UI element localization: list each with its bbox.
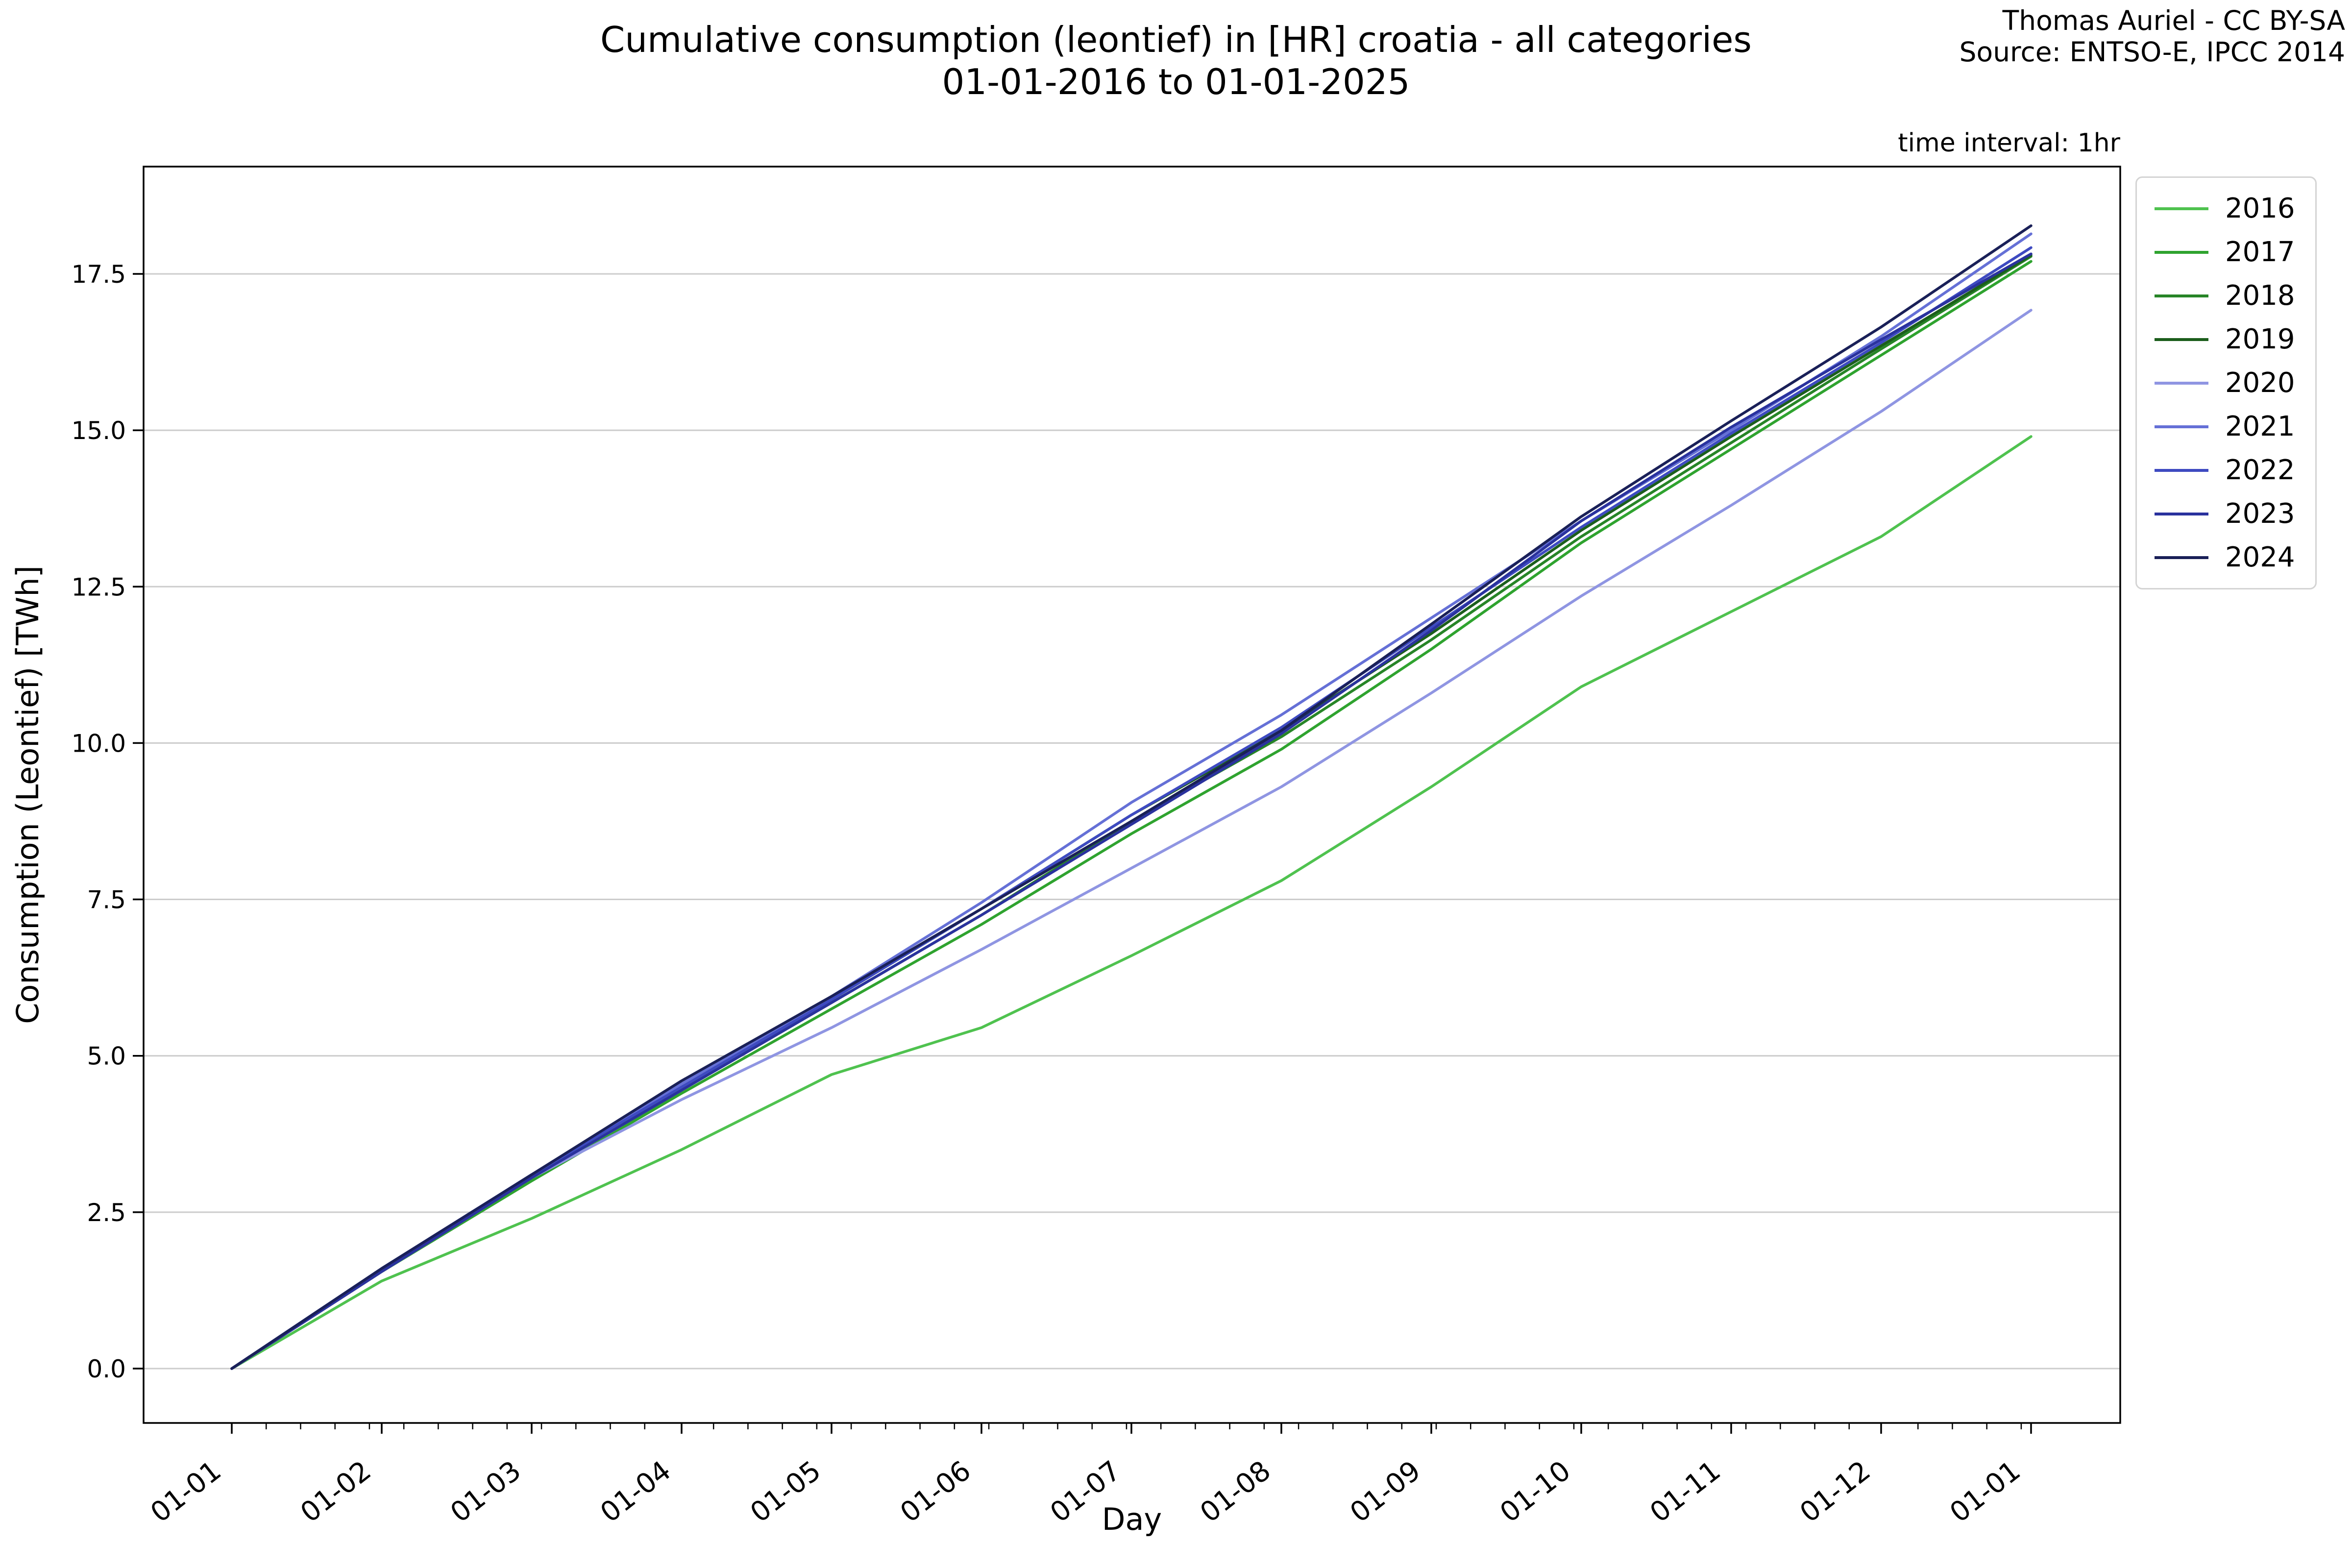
series-line-2024 (230, 224, 2033, 1370)
series-line-2016 (230, 435, 2033, 1370)
legend-swatch-2019 (2155, 338, 2208, 341)
legend-item-2019: 2019 (2155, 323, 2315, 355)
attribution: Thomas Auriel - CC BY-SA Source: ENTSO-E… (1960, 5, 2345, 68)
y-tick-label: 10.0 (72, 729, 126, 758)
legend-swatch-2020 (2155, 381, 2208, 385)
x-tick-label: 01-11 (1644, 1455, 1726, 1529)
legend-label-2022: 2022 (2225, 454, 2295, 486)
legend-label-2024: 2024 (2225, 541, 2295, 573)
chart-title-line2: 01-01-2016 to 01-01-2025 (942, 61, 1410, 102)
legend-swatch-2023 (2155, 512, 2208, 515)
x-axis-label: Day (1102, 1501, 1162, 1537)
legend-label-2019: 2019 (2225, 323, 2295, 355)
y-tick-label: 17.5 (72, 260, 126, 289)
legend-item-2018: 2018 (2155, 280, 2315, 312)
x-tick-label: 01-01 (1944, 1455, 2026, 1529)
y-tick-label: 5.0 (87, 1042, 126, 1071)
series-line-2023 (230, 252, 2033, 1370)
y-axis-label: Consumption (Leontief) [TWh] (10, 565, 46, 1024)
legend-item-2016: 2016 (2155, 193, 2315, 224)
time-interval-annotation: time interval: 1hr (1898, 128, 2120, 158)
chart-title: Cumulative consumption (leontief) in [HR… (490, 19, 1862, 103)
series-line-2018 (230, 255, 2033, 1370)
x-tick-label: 01-05 (744, 1455, 827, 1529)
legend-label-2017: 2017 (2225, 236, 2295, 268)
legend-item-2023: 2023 (2155, 498, 2315, 530)
legend: 2016 2017 2018 2019 2020 2021 2022 2023 2024 (2135, 176, 2317, 589)
y-tick-label: 15.0 (72, 416, 126, 445)
legend-item-2017: 2017 (2155, 236, 2315, 268)
legend-item-2022: 2022 (2155, 454, 2315, 486)
legend-label-2021: 2021 (2225, 411, 2295, 442)
legend-label-2023: 2023 (2225, 498, 2295, 530)
legend-swatch-2017 (2155, 250, 2208, 254)
legend-item-2020: 2020 (2155, 367, 2315, 399)
x-tick-label: 01-10 (1494, 1455, 1576, 1529)
x-tick-label: 01-01 (145, 1455, 227, 1529)
x-tick-label: 01-04 (594, 1455, 677, 1529)
y-tick-label: 12.5 (72, 573, 126, 601)
legend-swatch-2016 (2155, 207, 2208, 210)
y-tick-label: 2.5 (87, 1199, 126, 1227)
legend-label-2016: 2016 (2225, 193, 2295, 224)
x-tick-label: 01-12 (1794, 1455, 1876, 1529)
attribution-author: Thomas Auriel - CC BY-SA (2002, 5, 2345, 36)
legend-swatch-2021 (2155, 425, 2208, 428)
legend-item-2021: 2021 (2155, 411, 2315, 442)
legend-swatch-2018 (2155, 294, 2208, 297)
series-line-2017 (230, 260, 2033, 1370)
y-tick-label: 7.5 (87, 886, 126, 914)
y-tick-label: 0.0 (87, 1355, 126, 1383)
legend-swatch-2022 (2155, 468, 2208, 472)
legend-item-2024: 2024 (2155, 541, 2315, 573)
series-line-2020 (230, 309, 2033, 1370)
attribution-source: Source: ENTSO-E, IPCC 2014 (1959, 36, 2345, 68)
x-tick-label: 01-08 (1194, 1455, 1276, 1529)
x-tick-label: 01-03 (444, 1455, 527, 1529)
series-line-2019 (230, 253, 2033, 1370)
chart-title-line1: Cumulative consumption (leontief) in [HR… (600, 19, 1752, 60)
legend-label-2020: 2020 (2225, 367, 2295, 399)
x-tick-label: 01-06 (894, 1455, 977, 1529)
x-tick-label: 01-02 (294, 1455, 377, 1529)
legend-label-2018: 2018 (2225, 280, 2295, 312)
legend-swatch-2024 (2155, 556, 2208, 559)
x-tick-label: 01-09 (1344, 1455, 1426, 1529)
